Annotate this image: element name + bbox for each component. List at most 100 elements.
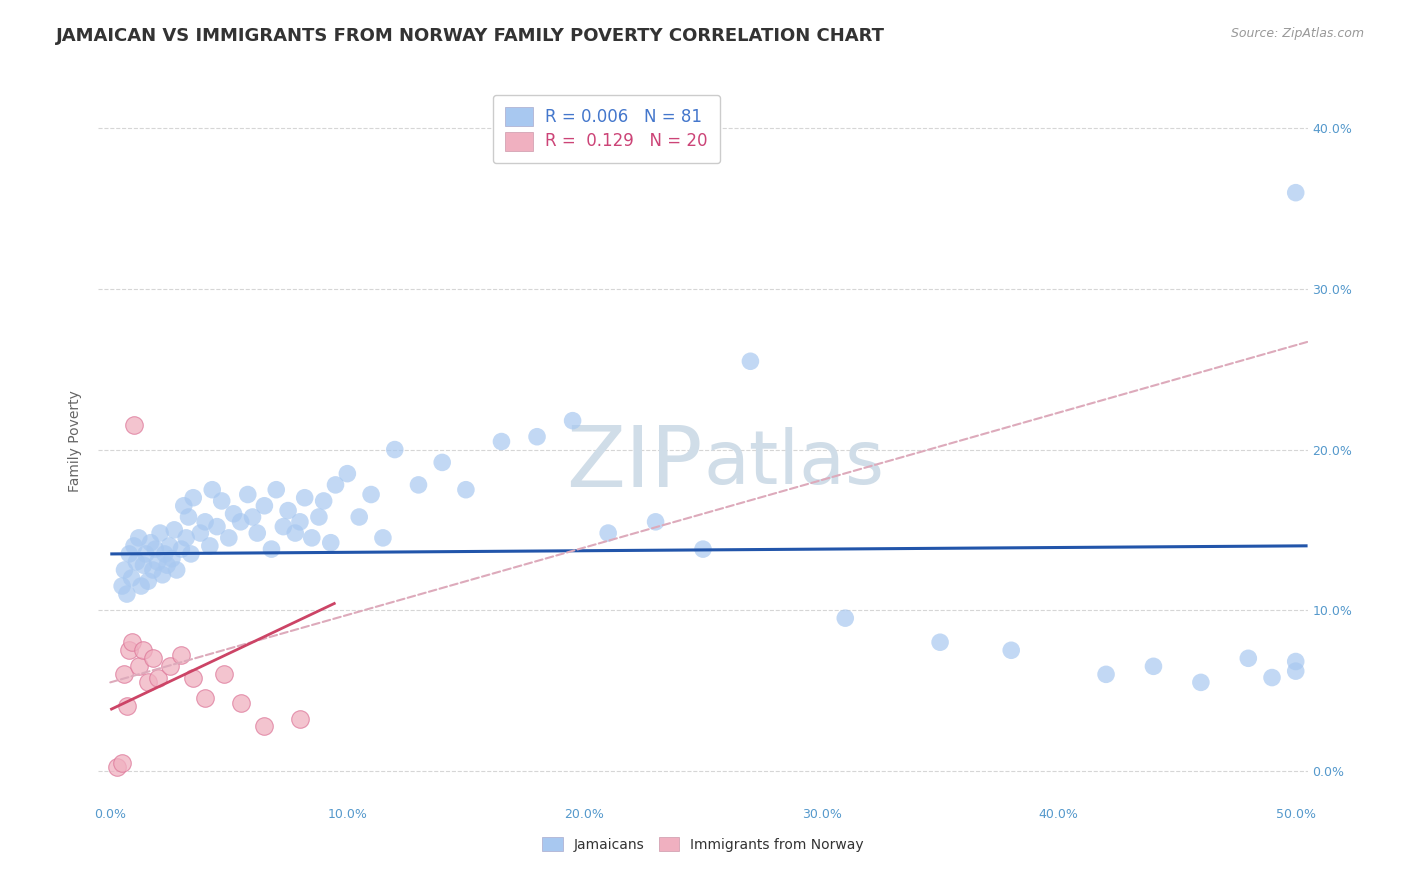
Point — [139, 535, 162, 549]
Point — [163, 523, 186, 537]
Point — [253, 499, 276, 513]
Point — [526, 430, 548, 444]
Point — [264, 483, 287, 497]
Point — [173, 499, 195, 513]
Point — [273, 519, 295, 533]
Point — [181, 671, 204, 685]
Point — [253, 719, 276, 733]
Point — [1237, 651, 1260, 665]
Point — [319, 535, 342, 549]
Point — [211, 494, 233, 508]
Point — [1261, 671, 1284, 685]
Point — [174, 531, 197, 545]
Point — [149, 526, 172, 541]
Point — [229, 696, 252, 710]
Text: ZIP: ZIP — [567, 422, 703, 505]
Point — [1189, 675, 1212, 690]
Point — [288, 712, 311, 726]
Point — [384, 442, 406, 457]
Point — [159, 539, 181, 553]
Point — [166, 563, 188, 577]
Point — [170, 542, 193, 557]
Point — [929, 635, 952, 649]
Point — [198, 539, 221, 553]
Point — [115, 587, 138, 601]
Point — [122, 539, 145, 553]
Y-axis label: Family Poverty: Family Poverty — [69, 391, 83, 492]
Point — [190, 526, 212, 541]
Point — [194, 691, 217, 706]
Point — [236, 487, 259, 501]
Point — [111, 756, 134, 770]
Point — [105, 760, 128, 774]
Point — [242, 510, 264, 524]
Point — [143, 542, 166, 557]
Point — [115, 699, 138, 714]
Point — [284, 526, 307, 541]
Point — [201, 483, 224, 497]
Point — [114, 667, 136, 681]
Point — [125, 555, 148, 569]
Point — [598, 526, 620, 541]
Text: Source: ZipAtlas.com: Source: ZipAtlas.com — [1230, 27, 1364, 40]
Point — [129, 579, 152, 593]
Point — [308, 510, 330, 524]
Point — [194, 515, 217, 529]
Point — [301, 531, 323, 545]
Point — [177, 510, 200, 524]
Point — [128, 659, 150, 673]
Point — [1000, 643, 1022, 657]
Point — [644, 515, 666, 529]
Point — [347, 510, 370, 524]
Point — [1285, 664, 1308, 678]
Point — [205, 519, 228, 533]
Point — [122, 418, 145, 433]
Point — [1285, 186, 1308, 200]
Point — [222, 507, 245, 521]
Point — [229, 515, 252, 529]
Point — [132, 558, 155, 573]
Point — [834, 611, 856, 625]
Point — [180, 547, 202, 561]
Point — [212, 667, 235, 681]
Point — [121, 571, 143, 585]
Point — [181, 491, 204, 505]
Point — [132, 643, 155, 657]
Point — [288, 515, 311, 529]
Point — [740, 354, 762, 368]
Point — [294, 491, 316, 505]
Point — [692, 542, 714, 557]
Point — [118, 643, 141, 657]
Point — [111, 579, 134, 593]
Point — [142, 563, 165, 577]
Point — [118, 547, 141, 561]
Legend: Jamaicans, Immigrants from Norway: Jamaicans, Immigrants from Norway — [536, 831, 870, 857]
Point — [491, 434, 513, 449]
Point — [1285, 655, 1308, 669]
Point — [146, 555, 169, 569]
Point — [146, 671, 169, 685]
Point — [1142, 659, 1164, 673]
Point — [408, 478, 430, 492]
Point — [170, 648, 193, 662]
Point — [336, 467, 359, 481]
Point — [360, 487, 382, 501]
Point — [312, 494, 335, 508]
Point — [136, 675, 159, 690]
Point — [156, 558, 179, 573]
Point — [153, 547, 176, 561]
Point — [218, 531, 240, 545]
Point — [260, 542, 283, 557]
Point — [325, 478, 347, 492]
Text: atlas: atlas — [703, 426, 884, 500]
Point — [135, 547, 157, 561]
Point — [454, 483, 477, 497]
Point — [371, 531, 394, 545]
Point — [114, 563, 136, 577]
Point — [432, 455, 454, 469]
Point — [142, 651, 165, 665]
Point — [159, 659, 181, 673]
Point — [160, 551, 183, 566]
Point — [152, 567, 174, 582]
Point — [561, 414, 583, 428]
